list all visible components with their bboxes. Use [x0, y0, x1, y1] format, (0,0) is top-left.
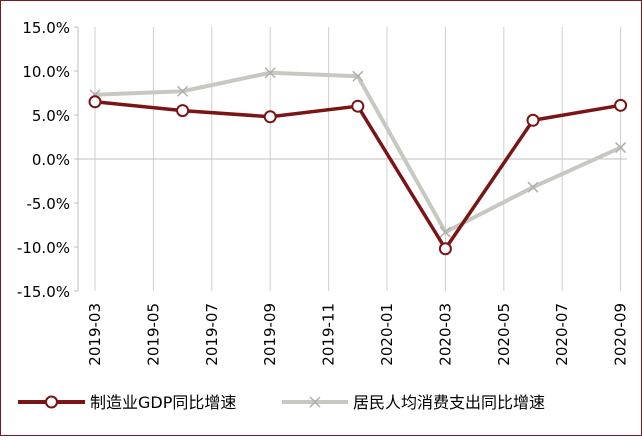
data-point	[176, 104, 190, 118]
y-tick-label: -5.0%	[26, 195, 70, 213]
data-point	[352, 70, 364, 82]
x-tick-label: 2020-03	[436, 303, 454, 366]
x-axis-tick-labels: 2019-03 2019-05 2019-07 2019-09 2019-11 2020-…	[86, 303, 630, 366]
x-tick-label: 2020-01	[378, 303, 396, 366]
data-point	[351, 99, 365, 113]
x-tick-label: 2020-07	[553, 303, 571, 366]
y-tick-label: 0.0%	[32, 151, 70, 169]
x-tick-label: 2019-07	[203, 303, 221, 366]
x-tick-label: 2019-03	[86, 303, 104, 366]
y-tick-label: 5.0%	[32, 107, 70, 125]
data-point	[527, 181, 539, 193]
x-tick-label: 2019-05	[144, 303, 162, 366]
data-point	[615, 142, 627, 154]
data-point	[88, 95, 102, 109]
y-tick-label: 15.0%	[22, 19, 70, 37]
data-point	[439, 226, 451, 238]
data-point	[177, 85, 189, 97]
x-tick-label: 2020-05	[495, 303, 513, 366]
data-point	[263, 110, 277, 124]
data-point	[526, 113, 540, 127]
x-tick-label: 2020-09	[612, 303, 630, 366]
axes	[74, 26, 627, 292]
data-point	[264, 67, 276, 79]
data-point	[438, 242, 452, 256]
x-tick-label: 2019-11	[320, 303, 338, 366]
legend-label: 居民人均消费支出同比增速	[353, 393, 545, 412]
y-tick-label: 10.0%	[22, 63, 70, 81]
y-axis-tick-labels: 15.0% 10.0% 5.0% 0.0% -5.0% -10.0% -15.0%	[17, 19, 70, 301]
y-tick-label: -15.0%	[17, 283, 70, 301]
y-tick-label: -10.0%	[17, 239, 70, 257]
x-tick-label: 2019-09	[261, 303, 279, 366]
legend: 制造业GDP同比增速 居民人均消费支出同比增速	[18, 393, 545, 412]
legend-marker	[45, 395, 58, 409]
legend-label: 制造业GDP同比增速	[90, 393, 236, 412]
data-point	[614, 98, 628, 112]
series-lines	[88, 67, 628, 256]
legend-marker	[309, 396, 321, 408]
